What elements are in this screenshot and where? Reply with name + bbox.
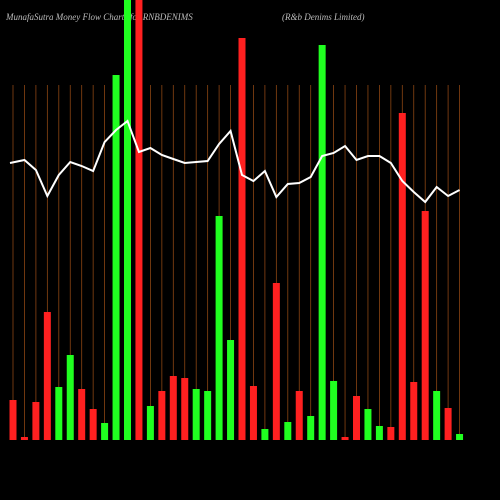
bar	[421, 211, 429, 440]
bar	[375, 426, 383, 440]
bar	[307, 416, 315, 440]
bar	[89, 409, 97, 440]
chart-title: MunafaSutra Money Flow Charts for RNBDEN…	[5, 12, 193, 22]
bar	[135, 0, 143, 440]
bar	[398, 113, 406, 440]
bar	[272, 283, 280, 440]
bar	[55, 387, 63, 440]
bar	[181, 378, 189, 440]
bar	[32, 402, 40, 440]
bar	[146, 406, 154, 440]
bar	[78, 389, 86, 440]
flow-line	[9, 119, 461, 204]
bar	[169, 376, 177, 440]
bar	[124, 0, 131, 440]
bar	[410, 382, 418, 440]
bar	[387, 427, 395, 440]
bar	[227, 340, 235, 440]
chart-subtitle: (R&b Denims Limited)	[282, 12, 365, 22]
bar	[364, 409, 372, 440]
bar	[204, 391, 212, 440]
bar	[192, 389, 200, 440]
bar	[433, 391, 441, 440]
bar	[238, 38, 246, 440]
bar	[330, 381, 338, 440]
bar	[318, 45, 326, 440]
bar	[341, 437, 349, 440]
bar	[353, 396, 360, 440]
bar	[101, 423, 109, 440]
bar	[261, 429, 269, 440]
bar	[215, 216, 223, 440]
bar	[284, 422, 292, 440]
bar	[295, 391, 303, 440]
bar	[444, 408, 452, 440]
bar	[456, 434, 464, 440]
bar	[112, 75, 120, 440]
bar	[66, 355, 74, 440]
bar	[20, 437, 28, 440]
bar	[9, 400, 17, 440]
bar	[158, 391, 166, 440]
bar	[43, 312, 51, 440]
bar	[249, 386, 257, 440]
